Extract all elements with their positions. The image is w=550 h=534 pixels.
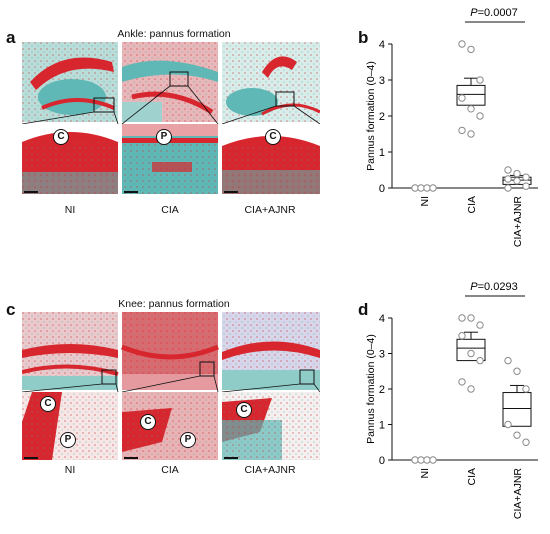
data-point: [513, 431, 521, 439]
data-point: [522, 385, 530, 393]
data-point: [458, 314, 466, 322]
data-point: [458, 378, 466, 386]
data-point: [504, 356, 512, 365]
data-point: [429, 184, 437, 192]
data-point: [522, 173, 530, 181]
data-point: [458, 332, 466, 340]
data-point: [411, 456, 419, 464]
ankle-label-cia-ajnr: CIA+AJNR: [244, 204, 296, 216]
data-point: [522, 182, 530, 190]
y-tick-label: 0: [379, 455, 385, 467]
data-point: [504, 166, 512, 174]
data-point: [476, 76, 484, 84]
p-value-label: P=0.0293: [470, 281, 517, 293]
ankle-histology-figure: [22, 42, 320, 194]
y-tick-label: 1: [379, 420, 385, 432]
y-axis-label: Pannus formation (0–4): [365, 334, 377, 444]
data-point: [476, 321, 484, 329]
knee-ni-high-mag: [22, 392, 118, 460]
p-value-label: P=0.0007: [470, 7, 517, 19]
y-tick-label: 2: [379, 384, 385, 396]
data-point: [467, 314, 475, 322]
y-tick-label: 0: [379, 183, 385, 195]
knee-label-cia-ajnr: CIA+AJNR: [244, 464, 296, 476]
data-point: [504, 175, 512, 183]
ankle-cia-ajnr-high-mag: [222, 124, 320, 194]
ankle-label-cia: CIA: [161, 204, 179, 216]
y-tick-label: 3: [379, 349, 385, 361]
data-point: [467, 130, 475, 138]
data-point: [513, 367, 521, 375]
data-point: [458, 40, 466, 48]
x-tick-label: NI: [419, 196, 431, 207]
panel-a-title: Ankle: pannus formation: [117, 28, 231, 40]
panel-c-title: Knee: pannus formation: [118, 298, 230, 310]
panel-letter-a: a: [6, 28, 16, 47]
data-point: [458, 94, 466, 102]
panel-letter-d: d: [358, 300, 369, 319]
knee-label-ni: NI: [64, 464, 76, 476]
knee-marker-ni-c: C: [40, 396, 56, 412]
y-tick-label: 4: [379, 313, 385, 325]
data-point: [467, 385, 475, 393]
data-point: [513, 177, 521, 185]
ankle-cia-ajnr-low-mag: [222, 42, 320, 122]
knee-cia-low-mag: [121, 312, 219, 390]
data-point: [429, 456, 437, 464]
data-point: [417, 184, 425, 192]
data-point: [504, 420, 512, 429]
data-point: [467, 349, 475, 358]
data-point: [476, 112, 484, 120]
data-point: [467, 105, 475, 113]
ankle-cia-low-mag: [122, 42, 218, 122]
ankle-ni-high-mag: [22, 124, 118, 194]
data-point: [417, 456, 425, 464]
y-tick-label: 1: [379, 147, 385, 159]
panel-letter-c: c: [6, 300, 16, 319]
y-tick-label: 4: [379, 39, 385, 51]
knee-marker-cia-c: C: [140, 414, 156, 430]
x-tick-label: CIA+AJNR: [512, 196, 524, 247]
knee-cia-ajnr-high-mag: [222, 392, 320, 460]
knee-marker-ni-p: P: [60, 432, 76, 448]
panel-letter-b: b: [358, 28, 369, 47]
x-tick-label: CIA: [466, 196, 478, 214]
knee-label-cia: CIA: [161, 464, 179, 476]
knee-cia-ajnr-low-mag: [222, 312, 320, 390]
ankle-marker-cia: P: [156, 129, 172, 145]
x-tick-label: CIA: [466, 468, 478, 486]
knee-cia-high-mag: [122, 392, 218, 460]
y-tick-label: 2: [379, 111, 385, 123]
ankle-ni-low-mag: [22, 42, 118, 122]
ankle-label-ni: NI: [64, 204, 76, 216]
y-tick-label: 3: [379, 75, 385, 87]
knee-ni-low-mag: [22, 312, 119, 390]
x-tick-label: CIA+AJNR: [512, 468, 524, 519]
y-axis-label: Pannus formation (0–4): [365, 61, 377, 171]
data-point: [423, 184, 431, 192]
box: [502, 392, 532, 427]
data-point: [423, 456, 431, 464]
knee-histology-figure: [22, 312, 320, 460]
data-point: [411, 184, 419, 192]
x-tick-label: NI: [419, 468, 431, 479]
data-point: [458, 126, 466, 135]
ankle-marker-cia-ajnr: C: [265, 129, 281, 145]
data-point: [476, 356, 484, 365]
ankle-marker-ni: C: [53, 129, 69, 145]
knee-marker-cia-ajnr-c: C: [236, 402, 252, 418]
data-point: [513, 169, 521, 178]
data-point: [504, 184, 512, 192]
knee-marker-cia-p: P: [180, 432, 196, 448]
data-point: [522, 438, 530, 446]
data-point: [467, 45, 475, 54]
